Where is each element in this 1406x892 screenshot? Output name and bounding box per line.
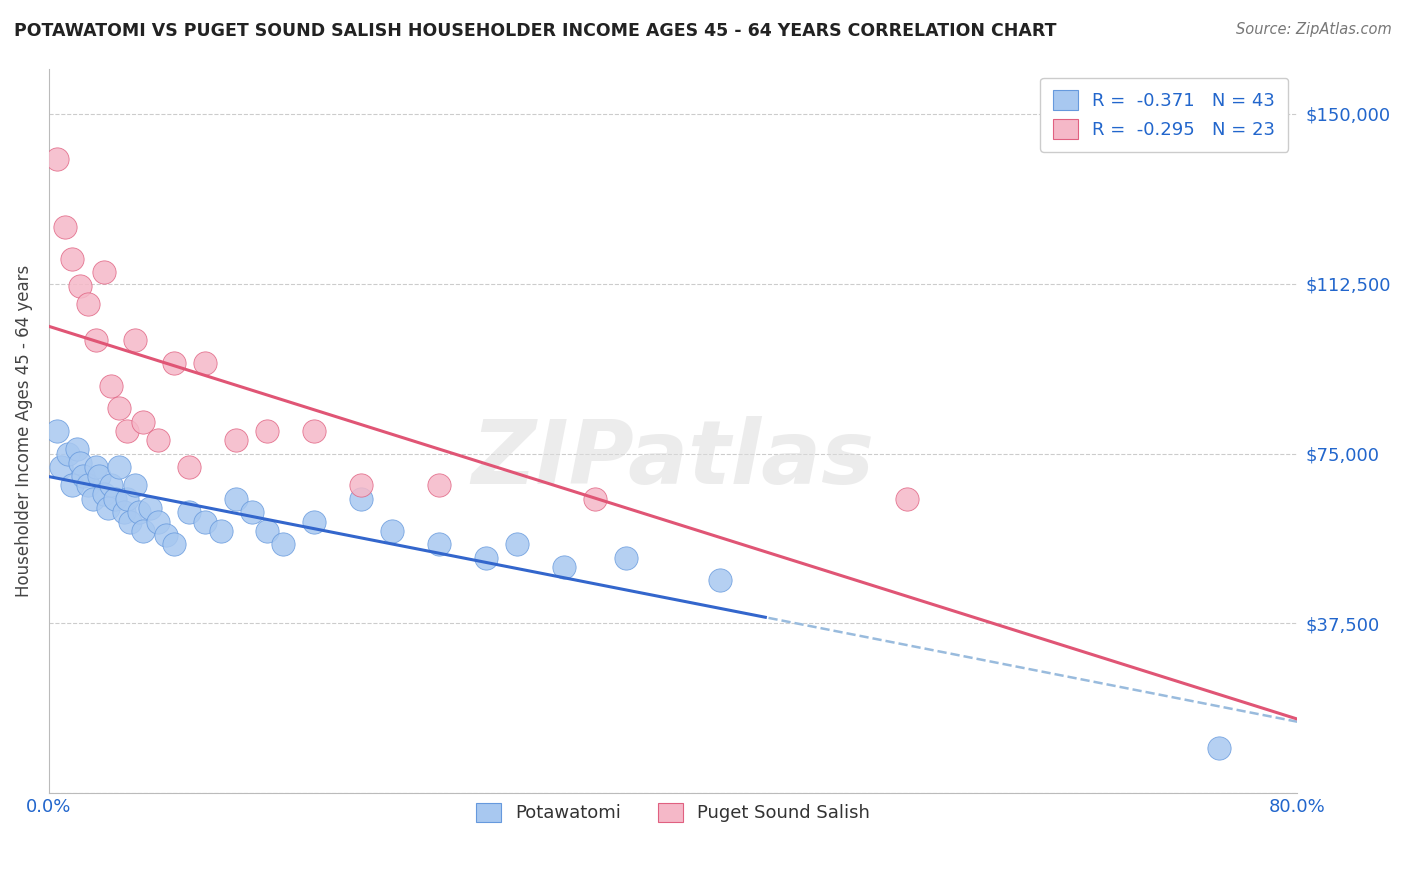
Point [148, 515, 170, 529]
Point [93, 265, 115, 279]
Point [155, 528, 177, 542]
Point [302, 515, 325, 529]
Point [225, 433, 247, 447]
Point [583, 491, 606, 506]
Text: ZIPatlas: ZIPatlas [471, 417, 875, 503]
Point [45, 424, 67, 438]
Point [131, 415, 153, 429]
Point [97, 500, 120, 515]
Point [148, 433, 170, 447]
Point [240, 506, 263, 520]
Point [131, 524, 153, 538]
Y-axis label: Householder Income Ages 45 - 64 years: Householder Income Ages 45 - 64 years [15, 265, 32, 597]
Point [302, 424, 325, 438]
Point [209, 524, 232, 538]
Point [225, 491, 247, 506]
Point [72, 469, 94, 483]
Point [77, 297, 100, 311]
Point [100, 378, 122, 392]
Point [77, 478, 100, 492]
Point [256, 524, 278, 538]
Point [896, 491, 918, 506]
Point [56, 447, 79, 461]
Point [100, 478, 122, 492]
Text: POTAWATOMI VS PUGET SOUND SALISH HOUSEHOLDER INCOME AGES 45 - 64 YEARS CORRELATI: POTAWATOMI VS PUGET SOUND SALISH HOUSEHO… [14, 22, 1056, 40]
Point [1208, 741, 1230, 756]
Point [53, 220, 76, 235]
Point [427, 537, 450, 551]
Point [614, 550, 637, 565]
Point [112, 506, 135, 520]
Point [82, 491, 104, 506]
Legend: Potawatomi, Puget Sound Salish: Potawatomi, Puget Sound Salish [464, 790, 883, 835]
Point [163, 537, 186, 551]
Point [45, 152, 67, 166]
Point [51, 460, 73, 475]
Point [553, 559, 575, 574]
Point [350, 491, 373, 506]
Point [60, 252, 83, 266]
Point [163, 356, 186, 370]
Point [108, 460, 131, 475]
Point [60, 478, 83, 492]
Point [475, 550, 498, 565]
Point [66, 442, 89, 456]
Point [69, 456, 91, 470]
Point [103, 491, 125, 506]
Point [120, 515, 142, 529]
Text: Source: ZipAtlas.com: Source: ZipAtlas.com [1236, 22, 1392, 37]
Point [194, 515, 217, 529]
Point [194, 356, 217, 370]
Point [709, 574, 731, 588]
Point [124, 334, 146, 348]
Point [108, 401, 131, 416]
Point [84, 334, 107, 348]
Point [381, 524, 404, 538]
Point [115, 491, 138, 506]
Point [350, 478, 373, 492]
Point [69, 279, 91, 293]
Point [84, 460, 107, 475]
Point [93, 487, 115, 501]
Point [139, 500, 162, 515]
Point [271, 537, 294, 551]
Point [128, 506, 150, 520]
Point [179, 460, 201, 475]
Point [256, 424, 278, 438]
Point [179, 506, 201, 520]
Point [115, 424, 138, 438]
Point [87, 469, 110, 483]
Point [124, 478, 146, 492]
Point [427, 478, 450, 492]
Point [506, 537, 529, 551]
